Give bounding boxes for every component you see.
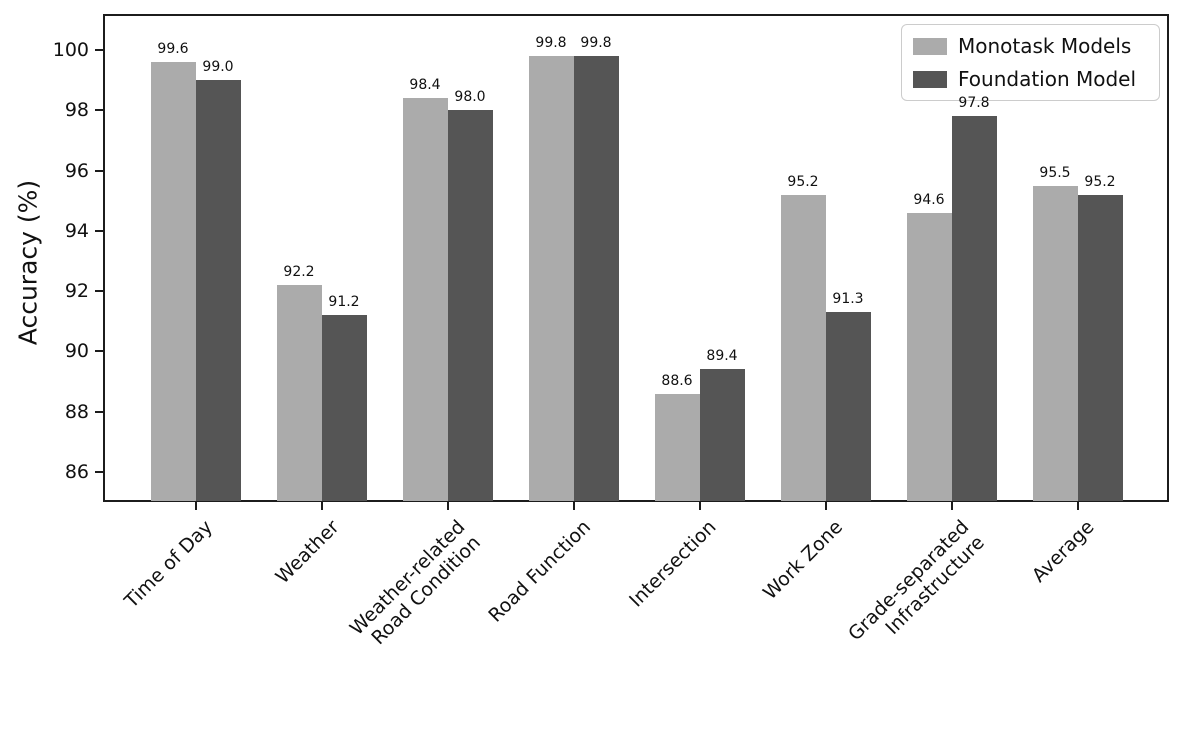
x-tick-label: Grade-separated Infrastructure: [843, 516, 989, 646]
y-tick-label: 100: [52, 39, 89, 62]
x-tick-label: Work Zone: [758, 516, 848, 605]
x-tick-mark: [194, 502, 197, 510]
bar-value-label: 91.2: [328, 294, 360, 311]
bar-value-label: 98.0: [454, 89, 486, 106]
bar-foundation: [321, 315, 367, 501]
bar-value-label: 95.2: [787, 173, 819, 190]
bar-foundation: [1077, 194, 1123, 501]
y-tick-label: 90: [64, 340, 89, 363]
bar-foundation: [825, 312, 871, 501]
y-tick-label: 88: [64, 400, 89, 423]
y-tick-mark: [95, 350, 103, 353]
bar-monotask: [150, 62, 196, 501]
x-tick-label: Weather: [270, 516, 344, 589]
x-tick-label: Intersection: [625, 516, 722, 612]
bar-monotask: [276, 285, 322, 501]
bar-foundation: [699, 369, 745, 501]
x-tick-label: Average: [1028, 516, 1100, 587]
x-tick-mark: [1076, 502, 1079, 510]
bar-foundation: [951, 116, 997, 501]
y-tick-label: 98: [64, 99, 89, 122]
y-tick-label: 96: [64, 159, 89, 182]
bar-value-label: 97.8: [958, 95, 990, 112]
legend-swatch-monotask-icon: [913, 37, 947, 55]
y-tick-mark: [95, 169, 103, 172]
y-tick-mark: [95, 49, 103, 52]
bar-monotask: [780, 194, 826, 501]
bar-value-label: 99.8: [580, 35, 612, 52]
bar-foundation: [447, 110, 493, 501]
x-tick-label: Time of Day: [120, 516, 218, 613]
legend-swatch-foundation-icon: [913, 70, 947, 88]
bar-value-label: 98.4: [409, 77, 441, 94]
y-tick-mark: [95, 229, 103, 232]
bar-value-label: 99.8: [535, 35, 567, 52]
legend-entry-monotask: Monotask Models: [913, 34, 1147, 58]
y-tick-label: 86: [64, 460, 89, 483]
x-tick-label: Road Function: [484, 516, 596, 627]
bar-monotask: [654, 393, 700, 501]
legend: Monotask Models Foundation Model: [901, 24, 1160, 101]
bar-monotask: [402, 98, 448, 501]
bar-value-label: 94.6: [913, 191, 945, 208]
bar-foundation: [573, 56, 619, 501]
legend-entry-foundation: Foundation Model: [913, 67, 1147, 91]
bar-value-label: 95.2: [1084, 173, 1116, 190]
bar-value-label: 92.2: [283, 264, 315, 281]
x-tick-mark: [446, 502, 449, 510]
bar-value-label: 89.4: [706, 348, 738, 365]
x-tick-mark: [698, 502, 701, 510]
bar-value-label: 99.0: [202, 59, 234, 76]
y-tick-label: 94: [64, 219, 89, 242]
x-tick-label: Weather-related Road Condition: [345, 516, 485, 650]
x-tick-mark: [572, 502, 575, 510]
x-tick-mark: [950, 502, 953, 510]
y-axis-title: Accuracy (%): [13, 179, 43, 346]
bar-monotask: [528, 56, 574, 501]
legend-label-monotask: Monotask Models: [958, 34, 1132, 58]
y-tick-mark: [95, 410, 103, 413]
y-tick-mark: [95, 290, 103, 293]
bar-foundation: [195, 80, 241, 501]
bar-value-label: 88.6: [661, 372, 693, 389]
y-tick-mark: [95, 470, 103, 473]
legend-label-foundation: Foundation Model: [958, 67, 1137, 91]
bar-monotask: [1032, 185, 1078, 501]
bar-value-label: 91.3: [832, 291, 864, 308]
x-tick-mark: [824, 502, 827, 510]
x-tick-mark: [320, 502, 323, 510]
bar-value-label: 95.5: [1039, 164, 1071, 181]
bar-monotask: [906, 212, 952, 501]
bar-value-label: 99.6: [157, 41, 189, 58]
y-tick-mark: [95, 109, 103, 112]
y-tick-label: 92: [64, 280, 89, 303]
